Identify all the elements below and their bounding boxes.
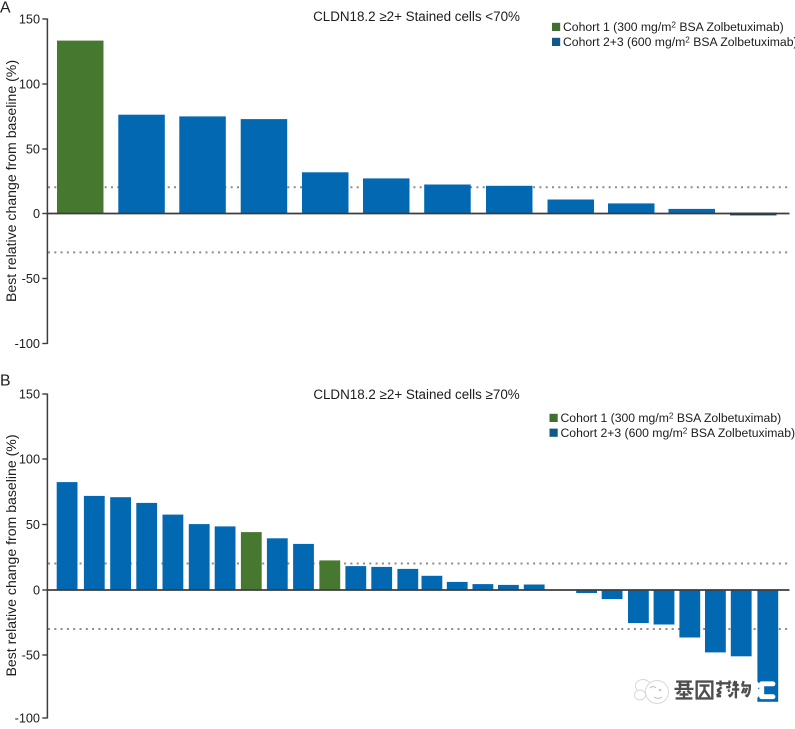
svg-text:Best relative change from base: Best relative change from baseline (%) <box>3 434 19 676</box>
svg-text:50: 50 <box>26 518 40 532</box>
svg-text:150: 150 <box>19 12 40 26</box>
svg-text:-100: -100 <box>15 337 40 351</box>
svg-text:150: 150 <box>19 387 40 401</box>
svg-text:CLDN18.2 ≥2+ Stained cells ≥70: CLDN18.2 ≥2+ Stained cells ≥70% <box>313 387 519 402</box>
svg-text:Best relative change from base: Best relative change from baseline (%) <box>3 60 19 302</box>
svg-text:-100: -100 <box>15 711 40 724</box>
svg-text:50: 50 <box>26 142 40 156</box>
svg-text:0: 0 <box>33 583 40 597</box>
svg-text:0: 0 <box>33 207 40 221</box>
svg-text:-50: -50 <box>22 272 40 286</box>
svg-text:B: B <box>0 373 11 390</box>
svg-text:CLDN18.2 ≥2+ Stained cells <70: CLDN18.2 ≥2+ Stained cells <70% <box>313 9 520 24</box>
svg-text:100: 100 <box>19 452 40 466</box>
svg-text:Cohort 2+3 (600 mg/m2 BSA Zolb: Cohort 2+3 (600 mg/m2 BSA Zolbetuximab) <box>561 426 795 440</box>
svg-text:A: A <box>0 0 11 17</box>
svg-text:Cohort 2+3 (600 mg/m2 BSA Zolb: Cohort 2+3 (600 mg/m2 BSA Zolbetuximab) <box>563 35 795 49</box>
svg-text:-50: -50 <box>22 648 40 662</box>
svg-text:100: 100 <box>19 77 40 91</box>
